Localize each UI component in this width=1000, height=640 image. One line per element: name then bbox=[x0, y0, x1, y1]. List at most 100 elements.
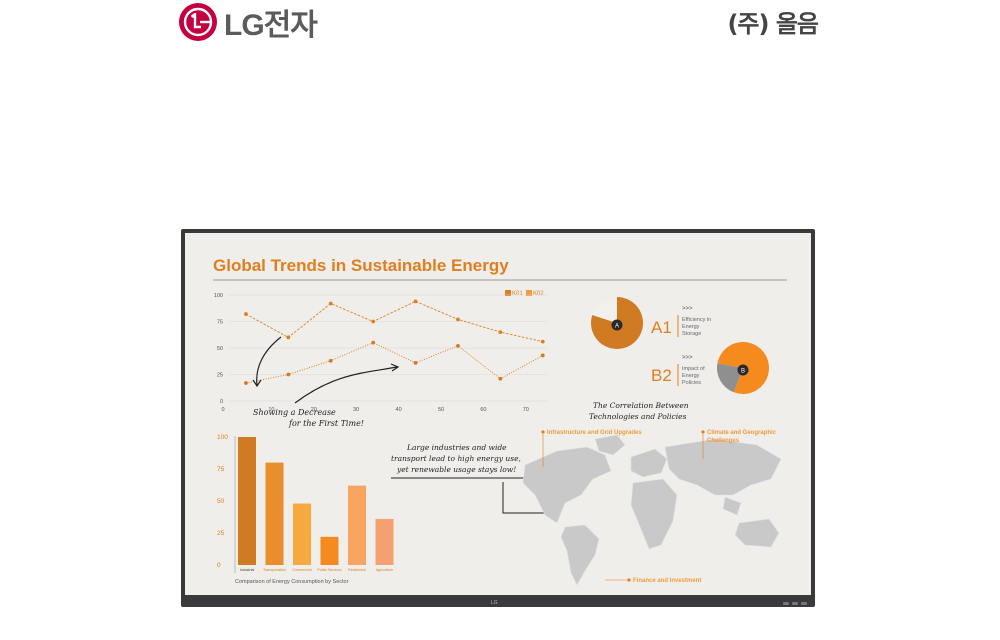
pie-a-label: A bbox=[615, 324, 619, 330]
map-southeast-asia bbox=[722, 496, 742, 516]
lg-logo: LG전자 bbox=[178, 2, 318, 42]
y-tick-label: 50 bbox=[217, 346, 223, 352]
bar-category-label: Residential bbox=[348, 568, 366, 572]
bar-y-tick-label: 0 bbox=[217, 562, 221, 569]
bar-category-label: Commercial bbox=[292, 568, 311, 572]
bar-y-tick-label: 100 bbox=[217, 434, 228, 441]
lg-logo-icon bbox=[179, 3, 217, 41]
pie-b-desc3: Policies bbox=[682, 380, 701, 386]
bezel-button[interactable] bbox=[801, 602, 807, 605]
bezel-button[interactable] bbox=[792, 602, 798, 605]
bar-category-label: Public Services bbox=[317, 568, 342, 572]
data-point-k01 bbox=[540, 339, 545, 344]
annotation-decrease-line2: for the First Time! bbox=[288, 419, 364, 428]
data-point-k02 bbox=[328, 358, 333, 363]
data-point-k02 bbox=[244, 381, 248, 385]
screen-content: Global Trends in Sustainable Energy K01 … bbox=[185, 233, 811, 595]
pie-slice bbox=[592, 297, 617, 323]
bezel-buttons bbox=[783, 602, 807, 605]
pie-b-arrows: >>> bbox=[682, 355, 693, 361]
world-map bbox=[522, 434, 782, 586]
x-tick-label: 40 bbox=[396, 407, 402, 413]
industry-arrow bbox=[502, 482, 557, 514]
x-tick-label: 50 bbox=[438, 407, 444, 413]
bar bbox=[375, 518, 394, 565]
bezel-logo: LG bbox=[491, 600, 498, 606]
annotation-industry-line3: yet renewable usage stays low! bbox=[396, 465, 516, 474]
pie-a-desc3: Storage bbox=[682, 331, 701, 337]
bar-chart: Comparison of Energy Consumption by Sect… bbox=[217, 434, 394, 585]
bar-y-tick-label: 50 bbox=[217, 498, 225, 505]
map-asia bbox=[664, 438, 782, 496]
annotation-industry-line2: transport lead to high energy use, bbox=[391, 454, 521, 463]
pie-b-label: B bbox=[741, 369, 745, 375]
line-chart: K01 K02 0 25 50 75 100 0 10 20 30 40 50 60 70 bbox=[214, 290, 547, 413]
map-greenland bbox=[594, 434, 626, 456]
decrease-arrowhead bbox=[252, 379, 262, 388]
x-tick-label: 30 bbox=[353, 407, 359, 413]
pie-b-code: B2 bbox=[651, 366, 672, 385]
monitor-display: Global Trends in Sustainable Energy K01 … bbox=[181, 229, 815, 607]
pie-a-desc2: Energy bbox=[682, 324, 700, 330]
series-line-k02 bbox=[245, 342, 543, 384]
y-tick-label: 25 bbox=[217, 373, 223, 379]
map-label-infrastructure: Infrastructure and Grid Upgrades bbox=[547, 430, 642, 436]
company-name: (주) 올음 bbox=[727, 10, 819, 38]
data-point-k01 bbox=[413, 299, 418, 304]
bar-y-tick-label: 25 bbox=[217, 530, 225, 537]
annotation-industry-line1: Large industries and wide bbox=[406, 443, 507, 452]
y-tick-label: 75 bbox=[217, 320, 223, 326]
map-north-america bbox=[522, 446, 612, 524]
data-point-k02 bbox=[540, 353, 545, 358]
bar bbox=[348, 485, 366, 565]
data-point-k01 bbox=[498, 330, 503, 334]
data-point-k02 bbox=[286, 372, 291, 377]
map-label-climate-line1: Climate and Geographic bbox=[707, 430, 777, 436]
brand-name: LG전자 bbox=[224, 9, 318, 42]
presentation-slide: Global Trends in Sustainable Energy K01 … bbox=[213, 256, 787, 586]
data-point-k01 bbox=[286, 335, 291, 340]
map-label-climate-line2: Challenges bbox=[707, 438, 740, 444]
data-point-k02 bbox=[456, 343, 460, 348]
pie-a-badge bbox=[611, 319, 623, 331]
bar bbox=[293, 503, 311, 565]
data-point-k02 bbox=[498, 376, 503, 381]
increase-arrowhead bbox=[390, 363, 400, 372]
annotation-decrease-line1: Showing a Decrease bbox=[253, 408, 336, 417]
data-point-k02 bbox=[413, 360, 418, 365]
correlation-line1: The Correlation Between bbox=[593, 401, 689, 410]
legend-label-k01: K01 bbox=[512, 291, 523, 297]
pie-a-desc1: Efficiency in bbox=[682, 317, 711, 323]
x-tick-label: 60 bbox=[480, 407, 486, 413]
y-tick-label: 0 bbox=[220, 399, 223, 405]
legend-swatch-k01 bbox=[505, 290, 511, 296]
bar-category-label: Transportation bbox=[263, 568, 286, 572]
legend-label-k02: K02 bbox=[533, 291, 544, 297]
bar bbox=[238, 437, 256, 565]
pie-b-badge bbox=[737, 364, 749, 376]
map-marker-climate bbox=[701, 430, 705, 434]
data-point-k01 bbox=[371, 319, 376, 324]
slide-title: Global Trends in Sustainable Energy bbox=[213, 256, 509, 275]
bar-category-label: Industrial bbox=[240, 568, 255, 572]
map-label-finance: Finance and Investment bbox=[633, 578, 701, 584]
increase-arrow bbox=[294, 366, 398, 404]
map-africa bbox=[630, 478, 678, 550]
pie-slice bbox=[717, 363, 743, 393]
bar-category-label: Agriculture bbox=[376, 568, 393, 572]
series-line-k01 bbox=[245, 300, 543, 343]
x-tick-label: 20 bbox=[311, 407, 317, 413]
map-marker-finance bbox=[627, 578, 631, 582]
bar-y-tick-label: 75 bbox=[217, 466, 225, 473]
data-point-k02 bbox=[371, 340, 376, 345]
x-tick-label: 10 bbox=[268, 407, 274, 413]
y-tick-label: 100 bbox=[214, 293, 223, 299]
bar-chart-caption: Comparison of Energy Consumption by Sect… bbox=[235, 579, 349, 585]
legend-swatch-k02 bbox=[526, 290, 532, 296]
pie-b-desc1: Impact of bbox=[682, 366, 705, 372]
pie-a-code: A1 bbox=[651, 318, 672, 337]
bar bbox=[320, 536, 339, 565]
correlation-line2: Technologies and Policies bbox=[589, 412, 687, 421]
bezel-button[interactable] bbox=[783, 602, 789, 605]
data-point-k01 bbox=[328, 301, 333, 306]
